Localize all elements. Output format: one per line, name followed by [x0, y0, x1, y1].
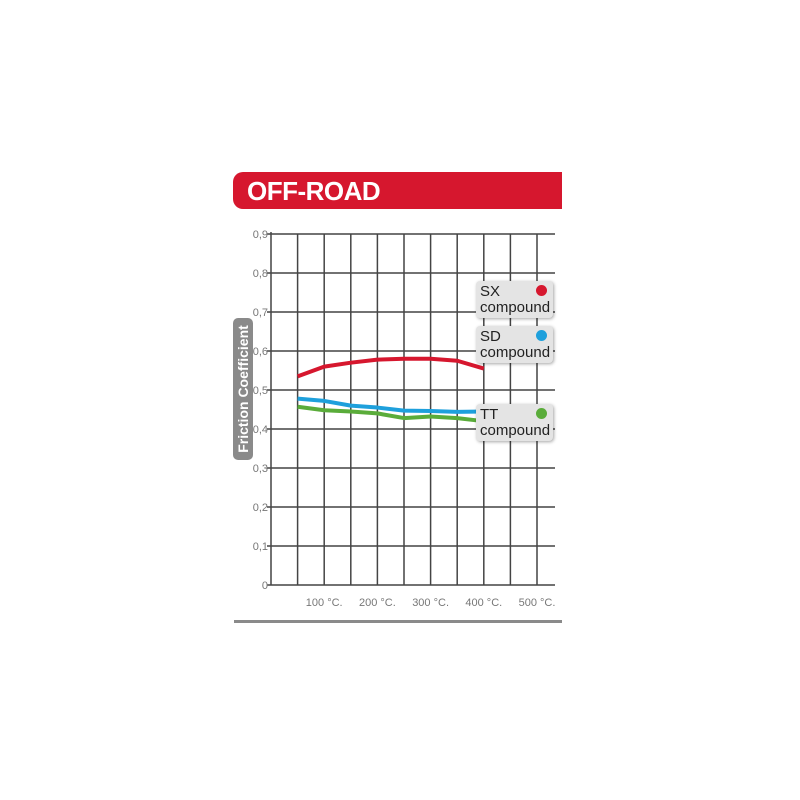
title-banner: OFF-ROAD	[233, 172, 562, 209]
legend-color-dot-icon	[536, 285, 547, 296]
x-tick-label: 200 °C.	[359, 597, 396, 609]
x-tick-label: 300 °C.	[412, 597, 449, 609]
legend-item-sx: SX compound	[476, 281, 553, 318]
legend-series-sublabel: compound	[480, 422, 551, 439]
series-line-tt	[297, 404, 485, 424]
series-line-sx	[296, 356, 485, 379]
y-axis-label-box: Friction Coefficient	[233, 318, 253, 460]
y-tick-label: 0,6	[253, 346, 268, 358]
legend-color-dot-icon	[536, 408, 547, 419]
legend-series-sublabel: compound	[480, 344, 551, 361]
series-line-sd	[297, 396, 484, 414]
y-tick-label: 0,3	[253, 463, 268, 475]
y-tick-label: 0,7	[253, 307, 268, 319]
bottom-rule	[234, 620, 562, 623]
legend-series-name: SD	[480, 328, 501, 345]
y-tick-label: 0,5	[253, 385, 268, 397]
legend-series-sublabel: compound	[480, 299, 551, 316]
y-tick-label: 0,1	[253, 541, 268, 553]
y-tick-label: 0,2	[253, 502, 268, 514]
legend-series-name: TT	[480, 406, 499, 423]
x-tick-label: 400 °C.	[465, 597, 502, 609]
y-tick-label: 0,4	[253, 424, 268, 436]
legend-series-name: SX	[480, 283, 501, 300]
chart-title: OFF-ROAD	[247, 176, 381, 206]
x-tick-label: 500 °C.	[519, 597, 556, 609]
y-tick-label: 0	[262, 580, 268, 592]
legend-item-sd: SD compound	[476, 326, 553, 363]
y-tick-label: 0,8	[253, 268, 268, 280]
legend-color-dot-icon	[536, 330, 547, 341]
legend-item-tt: TT compound	[476, 404, 553, 441]
y-tick-label: 0,9	[253, 229, 268, 241]
x-tick-label: 100 °C.	[306, 597, 343, 609]
